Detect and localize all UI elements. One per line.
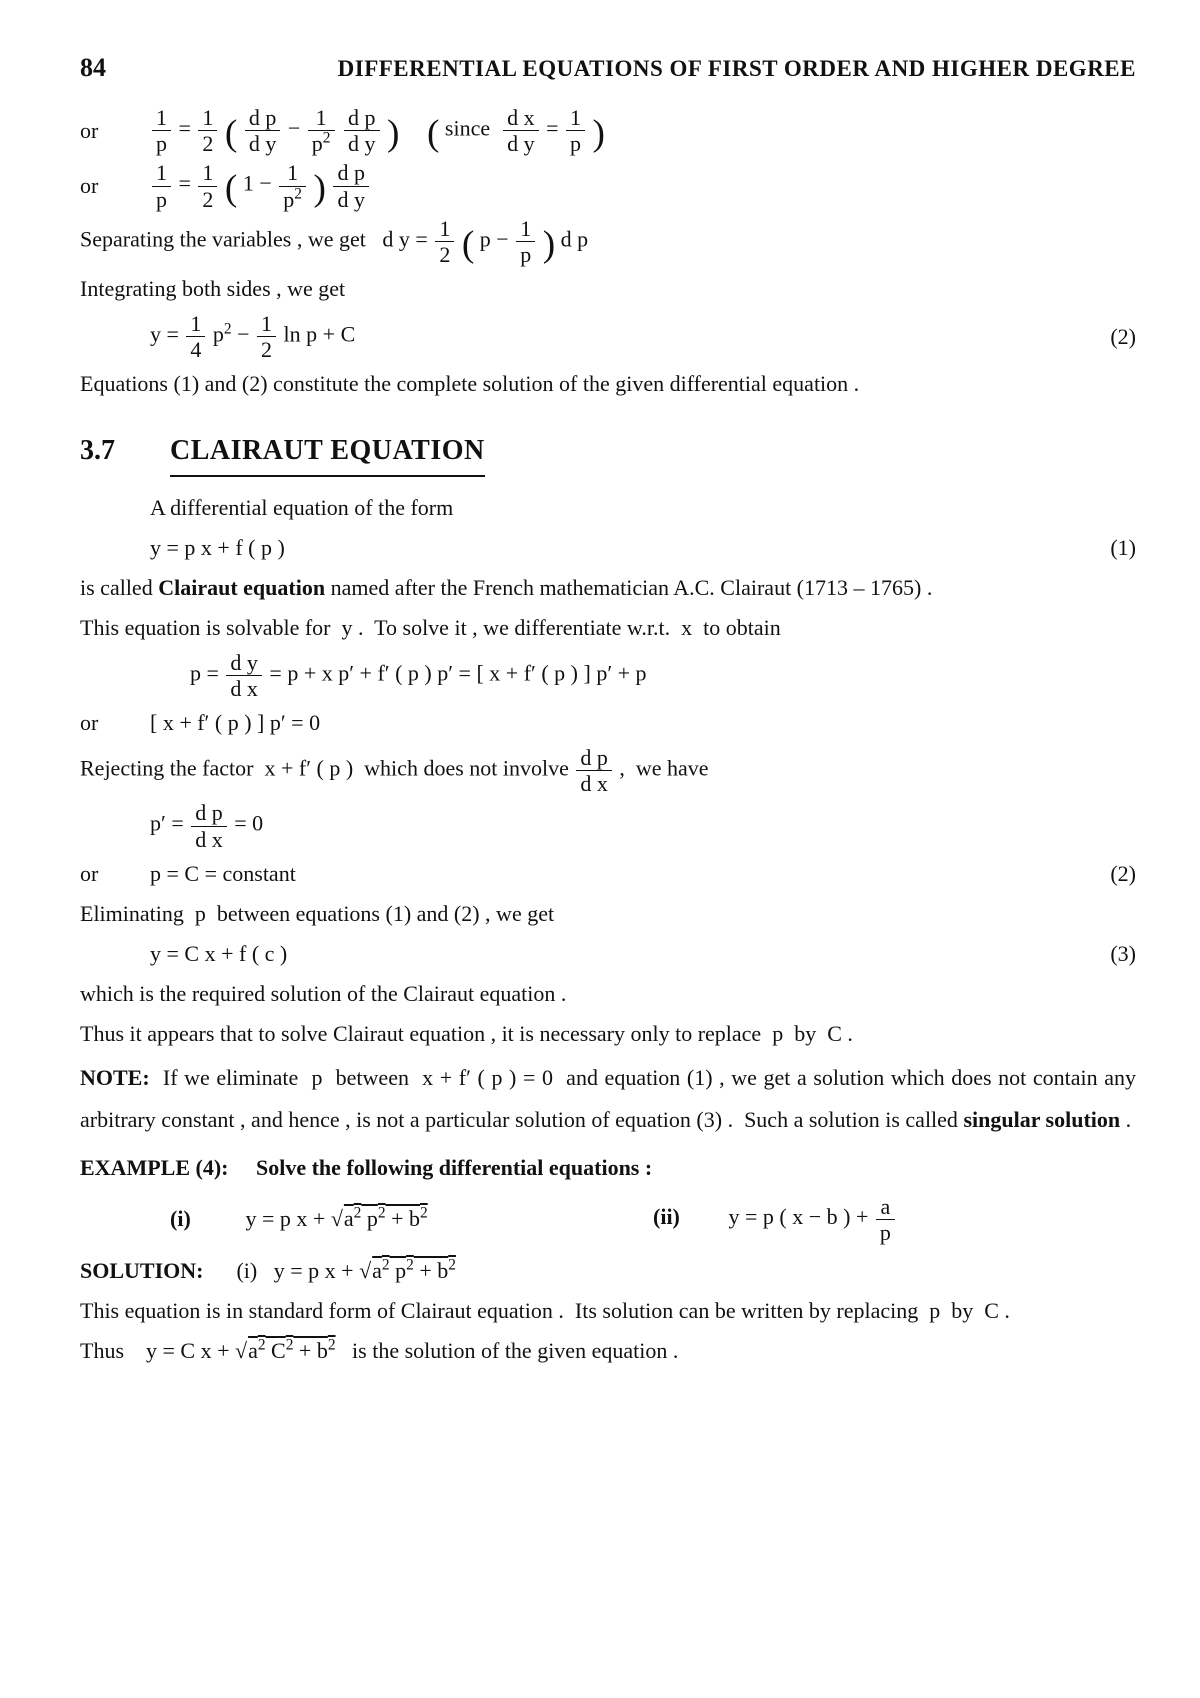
conclusion-top: Equations (1) and (2) constitute the com… — [80, 367, 1136, 401]
page-number: 84 — [80, 48, 106, 88]
section-title: CLAIRAUT EQUATION — [170, 429, 485, 476]
p4: Thus it appears that to solve Clairaut e… — [80, 1017, 1136, 1051]
note: NOTE: If we eliminate p between x + f′ (… — [80, 1057, 1136, 1141]
math-expr: y = 14 p2 − 12 ln p + C — [150, 312, 1086, 361]
separating-vars: Separating the variables , we get d y = … — [80, 217, 1136, 266]
solution-head: SOLUTION: (i) y = p x + √a2 p2 + b2 — [80, 1254, 1136, 1288]
reject: Rejecting the factor x + f′ ( p ) which … — [80, 746, 1136, 795]
p1: is called Clairaut equation named after … — [80, 571, 1136, 605]
p3: which is the required solution of the Cl… — [80, 977, 1136, 1011]
eq-line-1: or 1p = 12 ( d pd y − 1p2 d pd y ) ( sin… — [80, 106, 1136, 155]
p2: This equation is solvable for y . To sol… — [80, 611, 1136, 645]
example-items: (i) y = p x + √a2 p2 + b2 (ii) y = p ( x… — [170, 1195, 1136, 1244]
eq-result-2: y = 14 p2 − 12 ln p + C (2) — [80, 312, 1136, 361]
eq-number: (2) — [1086, 320, 1136, 354]
or-label: or — [80, 706, 150, 740]
running-head: DIFFERENTIAL EQUATIONS OF FIRST ORDER AN… — [338, 51, 1136, 87]
math-expr: 1p = 12 ( 1 − 1p2 ) d pd y — [150, 161, 1136, 210]
elim: Eliminating p between equations (1) and … — [80, 897, 1136, 931]
math-expr: p′ = d pd x = 0 — [150, 801, 1136, 850]
math-expr: p = d yd x = p + x p′ + f′ ( p ) p′ = [ … — [150, 651, 1136, 700]
or-line: or [ x + f′ ( p ) ] p′ = 0 — [80, 706, 1136, 740]
solution-1: This equation is in standard form of Cla… — [80, 1294, 1136, 1328]
intro: A differential equation of the form — [80, 491, 1136, 525]
item-ii-label: (ii) — [653, 1200, 723, 1234]
item-ii-math: y = p ( x − b ) + ap — [729, 1204, 897, 1229]
or-label: or — [80, 857, 150, 891]
pprime: p′ = d pd x = 0 — [80, 801, 1136, 850]
section-number: 3.7 — [80, 429, 170, 472]
eq-line-2: or 1p = 12 ( 1 − 1p2 ) d pd y — [80, 161, 1136, 210]
deriv: p = d yd x = p + x p′ + f′ ( p ) p′ = [ … — [80, 651, 1136, 700]
integrating: Integrating both sides , we get — [80, 272, 1136, 306]
math-expr: [ x + f′ ( p ) ] p′ = 0 — [150, 706, 1136, 740]
eq-3: y = C x + f ( c ) (3) — [80, 937, 1136, 971]
item-i-label: (i) — [170, 1202, 240, 1236]
eq-number: (1) — [1086, 531, 1136, 565]
math-expr: p = C = constant — [150, 857, 1086, 891]
eq-number: (2) — [1086, 857, 1136, 891]
eq-1: y = p x + f ( p ) (1) — [80, 531, 1136, 565]
math-expr: y = p x + f ( p ) — [150, 531, 1086, 565]
example-head: EXAMPLE (4): Solve the following differe… — [80, 1151, 1136, 1185]
section-heading: 3.7 CLAIRAUT EQUATION — [80, 429, 1136, 476]
const: or p = C = constant (2) — [80, 857, 1136, 891]
math-expr: y = C x + f ( c ) — [150, 937, 1086, 971]
or-label: or — [80, 169, 150, 203]
item-i-math: y = p x + √a2 p2 + b2 — [246, 1206, 428, 1231]
page-header: 84 DIFFERENTIAL EQUATIONS OF FIRST ORDER… — [80, 48, 1136, 88]
solution-2: Thus y = C x + √a2 C2 + b2 is the soluti… — [80, 1334, 1136, 1368]
or-label: or — [80, 114, 150, 148]
eq-number: (3) — [1086, 937, 1136, 971]
math-expr: 1p = 12 ( d pd y − 1p2 d pd y ) ( since … — [150, 106, 1136, 155]
